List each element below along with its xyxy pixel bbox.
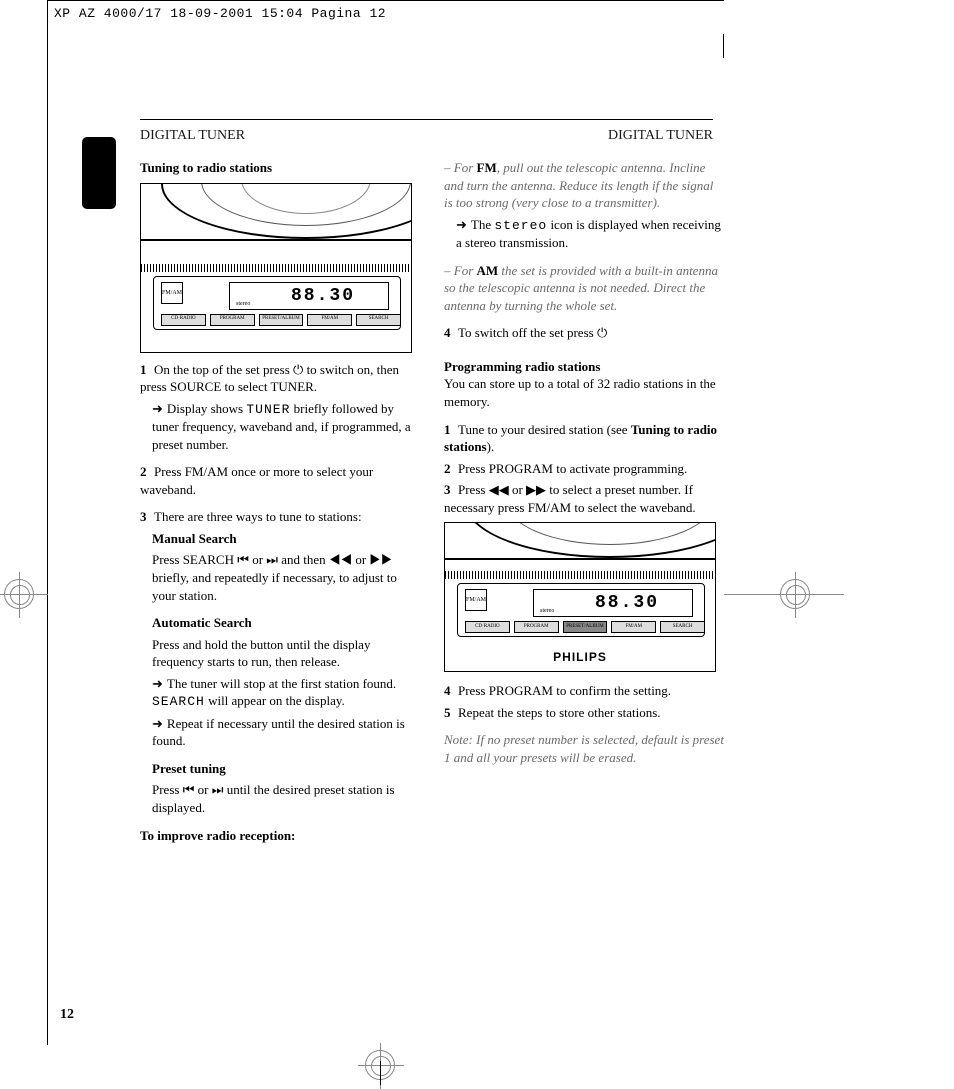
prev-next-icons-2: ⏮ or ⏭	[183, 782, 224, 797]
power-icon-2: ⏻	[597, 325, 607, 340]
auto-search-result-1: The tuner will stop at the first station…	[140, 675, 418, 711]
right-column: – For FM, pull out the telescopic antenn…	[444, 159, 724, 770]
crop-tick-bottom	[380, 1061, 381, 1085]
power-icon: ⏻	[293, 362, 303, 377]
manual-search-title: Manual Search	[140, 530, 418, 548]
prog-step-2: 2Press PROGRAM to activate programming.	[444, 460, 724, 478]
am-note: – For AM the set is provided with a buil…	[444, 262, 724, 315]
preset-tuning-body: Press ⏮ or ⏭ until the desired preset st…	[140, 781, 418, 816]
lcd-word-search: SEARCH	[152, 694, 205, 709]
fm-am-button-illus: FM/AM	[161, 282, 183, 304]
reg-line-left	[0, 594, 48, 595]
brand-label: PHILIPS	[445, 649, 715, 665]
prog-step-5: 5Repeat the steps to store other station…	[444, 704, 724, 722]
rewind-forward-icons-2: ◀◀ or ▶▶	[489, 482, 546, 497]
top-rule	[140, 119, 713, 120]
left-column: Tuning to radio stations FM/AM stereo 88…	[140, 159, 418, 848]
title-right: DIGITAL TUNER	[608, 128, 713, 144]
step-2: 2Press FM/AM once or more to select your…	[140, 463, 418, 498]
manual-search-body: Press SEARCH ⏮ or ⏭ and then ◀◀ or ▶▶ br…	[140, 551, 418, 604]
rewind-forward-icons: ◀◀ or ▶▶	[329, 552, 393, 567]
step-4: 4To switch off the set press ⏻	[444, 324, 724, 342]
lcd-frequency-2: 88.30	[595, 591, 659, 615]
device-illustration-2: FM/AM stereo 88.30 CD·RADIO PROGRAM PRES…	[444, 522, 716, 672]
subhead-programming: Programming radio stations	[444, 358, 724, 376]
prog-step-1: 1Tune to your desired station (see Tunin…	[444, 421, 724, 456]
prog-step-3: 3Press ◀◀ or ▶▶ to select a preset numbe…	[444, 481, 724, 516]
subhead-tuning: Tuning to radio stations	[140, 159, 418, 177]
auto-search-title: Automatic Search	[140, 614, 418, 632]
device-button-row: CD·RADIO PROGRAM PRESET/ALBUM FM/AM SEAR…	[161, 314, 401, 328]
fm-am-button-illus-2: FM/AM	[465, 589, 487, 611]
step-3: 3There are three ways to tune to station…	[140, 508, 418, 526]
page-frame: DIGITAL TUNER DIGITAL TUNER Tuning to ra…	[47, 0, 724, 1045]
step-1: 1On the top of the set press ⏻ to switch…	[140, 361, 418, 396]
section-tab	[82, 137, 116, 209]
prog-step-4: 4Press PROGRAM to confirm the setting.	[444, 682, 724, 700]
preset-tuning-title: Preset tuning	[140, 760, 418, 778]
auto-search-body: Press and hold the button until the disp…	[140, 636, 418, 671]
fm-note: – For FM, pull out the telescopic antenn…	[444, 159, 724, 212]
lcd-word-tuner: TUNER	[246, 402, 290, 417]
auto-search-result-2: Repeat if necessary until the desired st…	[140, 715, 418, 750]
prev-next-icons: ⏮ or ⏭	[237, 552, 278, 567]
reg-line-right	[724, 594, 844, 595]
stereo-note: The stereo icon is displayed when receiv…	[444, 216, 724, 252]
lcd-stereo-small: stereo	[236, 300, 250, 308]
title-row: DIGITAL TUNER DIGITAL TUNER	[140, 128, 713, 144]
page-number: 12	[60, 1007, 74, 1023]
lcd-stereo-small-2: stereo	[540, 607, 554, 615]
preset-note: Note: If no preset number is selected, d…	[444, 731, 724, 766]
device-button-row-2: CD·RADIO PROGRAM PRESET/ALBUM FM/AM SEAR…	[465, 621, 705, 635]
title-left: DIGITAL TUNER	[140, 128, 245, 144]
device-illustration-1: FM/AM stereo 88.30 CD·RADIO PROGRAM PRES…	[140, 183, 412, 353]
lcd-word-stereo: stereo	[494, 218, 547, 233]
programming-intro: You can store up to a total of 32 radio …	[444, 375, 724, 410]
improve-reception: To improve radio reception:	[140, 827, 418, 845]
step-1-result: Display shows TUNER briefly followed by …	[140, 400, 418, 454]
lcd-frequency: 88.30	[291, 284, 355, 308]
